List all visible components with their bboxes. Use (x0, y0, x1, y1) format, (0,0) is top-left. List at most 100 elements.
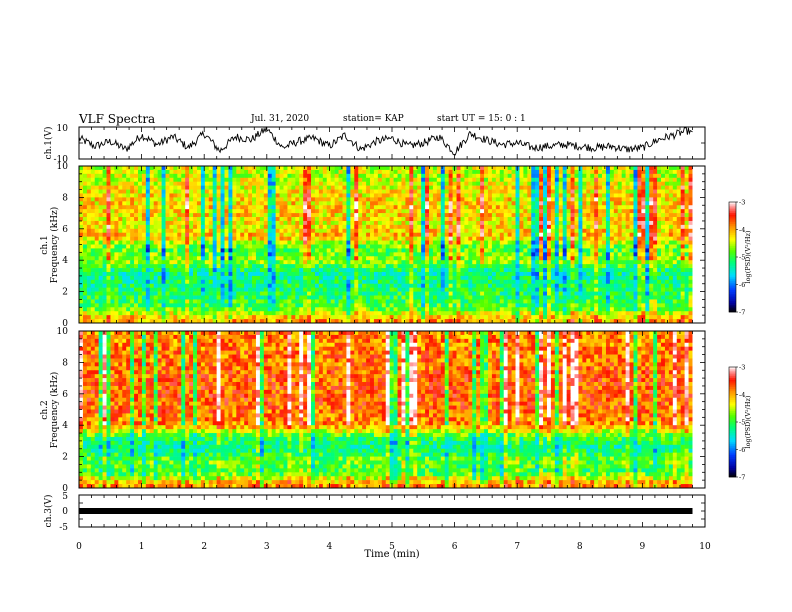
spectrogram-cell (216, 209, 221, 214)
spectrogram-cell (381, 256, 387, 261)
spectrogram-cell (373, 181, 379, 186)
spectrogram-cell (259, 275, 265, 281)
spectrogram-cell (578, 256, 583, 261)
spectrogram-cell (255, 268, 261, 273)
spectrogram-cell (334, 169, 339, 175)
spectrogram-cell (476, 283, 481, 288)
spectrogram-cell (460, 232, 465, 237)
spectrogram-cell (236, 220, 241, 226)
spectrogram-cell (216, 283, 221, 288)
spectrogram-cell (684, 224, 689, 230)
spectrogram-cell (373, 173, 379, 179)
spectrogram-cell (574, 252, 579, 257)
spectrogram-cell (134, 271, 139, 277)
spectrogram-cell (397, 201, 402, 206)
spectrogram-cell (385, 205, 390, 210)
spectrogram-cell (114, 268, 119, 273)
spectrogram-cell (381, 181, 387, 186)
spectrogram-cell (220, 213, 225, 218)
spectrogram-cell (543, 169, 548, 175)
spectrogram-cell (657, 275, 662, 281)
spectrogram-cell (350, 268, 355, 273)
spectrogram-cell (165, 193, 170, 198)
spectrogram-cell (539, 283, 544, 288)
spectrogram-cell (539, 185, 544, 190)
spectrogram-cell (244, 177, 249, 182)
spectrogram-cell (480, 169, 485, 175)
spectrogram-cell (464, 193, 469, 198)
spectrogram-cell (633, 185, 638, 190)
spectrogram-cell (204, 181, 210, 186)
spectrogram-cell (318, 201, 324, 206)
spectrogram-cell (448, 166, 453, 171)
spectrogram-cell (574, 185, 579, 190)
spectrogram-cell (487, 181, 493, 186)
spectrogram-cell (550, 217, 556, 222)
spectrogram-cell (334, 264, 339, 269)
spectrogram-cell (145, 181, 151, 186)
spectrogram-cell (137, 185, 143, 190)
spectrogram-cell (688, 260, 693, 265)
spectrogram-cell (680, 271, 685, 277)
spectrogram-cell (425, 228, 430, 234)
spectrogram-cell (397, 173, 402, 179)
spectrogram-cell (165, 169, 170, 175)
spectrogram-cell (527, 228, 532, 234)
spectrogram-cell (389, 173, 394, 179)
spectrogram-cell (472, 166, 477, 171)
spectrogram-cell (240, 268, 245, 273)
spectrogram-cell (137, 201, 143, 206)
spectrogram-cell (527, 240, 532, 245)
spectrogram-cell (464, 217, 469, 222)
spectrogram-cell (189, 244, 194, 249)
spectrogram-cell (208, 209, 213, 214)
spectrogram-cell (287, 220, 292, 226)
spectrogram-cell (200, 166, 206, 171)
spectrogram-cell (232, 205, 237, 210)
spectrogram-cell (523, 220, 528, 226)
spectrogram-cell (657, 169, 662, 175)
spectrogram-cell (661, 173, 666, 179)
spectrogram-cell (558, 275, 563, 281)
spectrogram-cell (157, 248, 162, 253)
spectrogram-cell (220, 201, 225, 206)
spectrogram-cell (259, 217, 265, 222)
spectrogram-cell (181, 275, 186, 281)
spectrogram-cell (641, 232, 646, 237)
spectrogram-cell (318, 173, 324, 179)
spectrogram-cell (409, 244, 414, 249)
spectrogram-cell (216, 260, 221, 265)
spectrogram-cell (543, 240, 548, 245)
spectrogram-cell (196, 271, 202, 277)
spectrogram-cell (330, 181, 335, 186)
spectrogram-cell (267, 224, 272, 230)
spectrogram-cell (110, 275, 115, 281)
spectrogram-cell (653, 256, 658, 261)
spectrogram-cell (189, 260, 194, 265)
spectrogram-cell (590, 283, 595, 288)
spectrogram-cell (429, 224, 434, 230)
spectrogram-cell (208, 189, 213, 194)
spectrogram-cell (413, 217, 418, 222)
spectrogram-cell (680, 279, 685, 285)
spectrogram-cell (594, 189, 599, 194)
spectrogram-cell (429, 248, 434, 253)
spectrogram-cell (605, 244, 611, 249)
spectrogram-cell (570, 248, 575, 253)
spectrogram-cell (594, 252, 599, 257)
spectrogram-cell (515, 173, 520, 179)
spectrogram-cell (385, 268, 390, 273)
spectrogram-cell (570, 244, 575, 249)
spectrogram-cell (409, 256, 414, 261)
spectrogram-cell (602, 283, 607, 288)
spectrogram-cell (464, 279, 469, 285)
spectrogram-cell (554, 197, 560, 202)
spectrogram-cell (303, 232, 308, 237)
spectrogram-cell (409, 275, 414, 281)
spectrogram-cell (527, 268, 532, 273)
spectrogram-cell (617, 189, 622, 194)
spectrogram-cell (252, 173, 257, 179)
spectrogram-cell (102, 264, 107, 269)
spectrogram-cell (354, 209, 359, 214)
spectrogram-cell (326, 205, 331, 210)
